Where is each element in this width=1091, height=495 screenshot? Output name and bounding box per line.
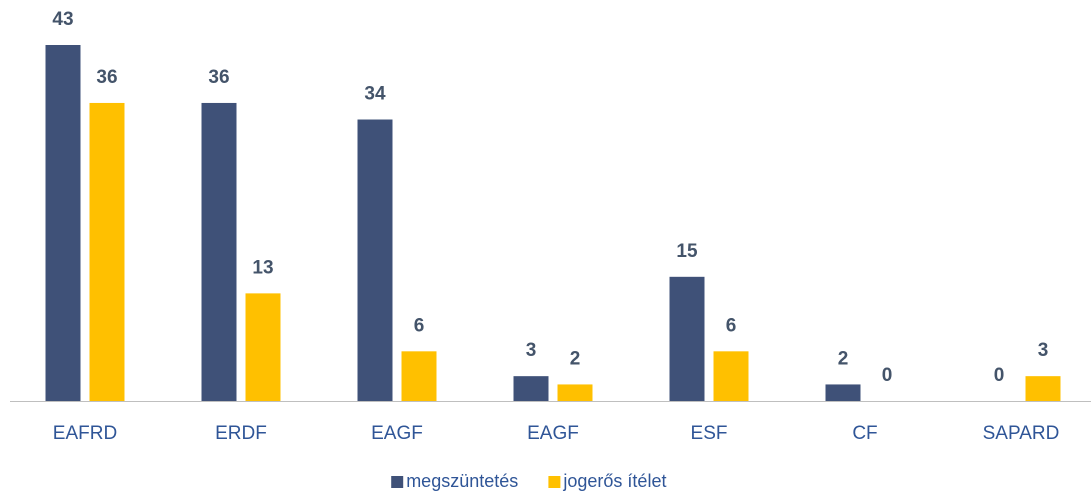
legend-swatch xyxy=(391,476,404,488)
data-label: 34 xyxy=(364,84,386,105)
data-label: 15 xyxy=(676,241,698,262)
data-label: 3 xyxy=(1038,340,1049,361)
data-label: 43 xyxy=(52,9,73,30)
data-label: 0 xyxy=(882,365,893,386)
bar xyxy=(513,376,549,401)
bar xyxy=(825,384,861,401)
data-label: 13 xyxy=(252,257,273,278)
bar xyxy=(45,45,81,401)
bar xyxy=(1025,376,1061,401)
data-label: 3 xyxy=(526,340,537,361)
bar xyxy=(557,384,593,401)
x-tick-label: EAFRD xyxy=(53,423,117,444)
legend-label: jogerős ítélet xyxy=(562,471,666,491)
bar xyxy=(201,102,237,401)
data-label: 36 xyxy=(96,67,117,88)
x-tick-label: EAGF xyxy=(371,423,423,444)
x-tick-label: CF xyxy=(852,423,877,444)
x-tick-label: EAGF xyxy=(527,423,579,444)
data-label: 2 xyxy=(570,348,581,369)
bar xyxy=(89,102,125,401)
legend-swatch xyxy=(548,476,561,488)
x-tick-label: SAPARD xyxy=(983,423,1060,444)
bar xyxy=(401,351,437,401)
data-label: 2 xyxy=(838,348,849,369)
legend-label: megszüntetés xyxy=(406,471,518,491)
data-label: 6 xyxy=(414,315,425,336)
x-tick-label: ESF xyxy=(691,423,728,444)
x-tick-label: ERDF xyxy=(215,423,267,444)
data-label: 6 xyxy=(726,315,737,336)
bar xyxy=(245,293,281,401)
data-label: 36 xyxy=(208,67,229,88)
bar xyxy=(669,276,705,401)
bar xyxy=(357,119,393,401)
bar xyxy=(713,351,749,401)
data-label: 0 xyxy=(994,365,1005,386)
